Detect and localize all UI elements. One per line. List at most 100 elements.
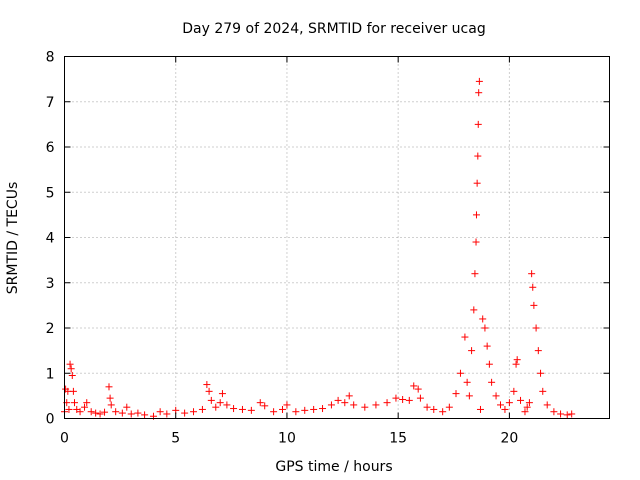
data-point (156, 408, 164, 416)
data-point (550, 408, 558, 416)
x-tick-label: 15 (389, 431, 407, 447)
data-point (190, 408, 198, 416)
data-point (529, 283, 537, 291)
data-point (483, 342, 491, 350)
data-point (105, 383, 113, 391)
data-point (474, 152, 482, 160)
data-point (92, 409, 100, 417)
data-point (238, 405, 246, 413)
data-point (207, 396, 215, 404)
y-tick-label: 8 (46, 50, 55, 66)
data-point (456, 369, 464, 377)
data-point (528, 270, 536, 278)
data-point (476, 405, 484, 413)
data-point (230, 405, 238, 413)
data-point (107, 401, 115, 409)
data-point (461, 333, 469, 341)
data-point (310, 405, 318, 413)
data-point (123, 403, 131, 411)
data-point (474, 120, 482, 128)
data-point (472, 238, 480, 246)
data-point (112, 408, 120, 416)
y-tick-label: 5 (46, 185, 55, 201)
data-points (61, 77, 576, 420)
y-tick-label: 7 (46, 95, 55, 111)
data-point (543, 401, 551, 409)
data-point (416, 394, 424, 402)
data-point (470, 306, 478, 314)
data-point (475, 77, 483, 85)
data-point (327, 401, 335, 409)
data-point (479, 315, 487, 323)
data-point (510, 387, 518, 395)
y-axis-label: SRMTID / TECUs (5, 182, 21, 295)
y-tick-label: 4 (46, 231, 55, 247)
data-point (87, 408, 95, 416)
y-tick-label: 2 (46, 321, 55, 337)
axis-ticks: 0 5 10 15 20 0 1 2 3 4 5 6 7 8 (46, 50, 610, 447)
data-point (83, 399, 91, 407)
data-point (292, 408, 300, 416)
data-point (106, 394, 114, 402)
data-point (127, 410, 135, 418)
data-point (492, 392, 500, 400)
data-point (76, 408, 84, 416)
data-point (537, 369, 545, 377)
data-point (473, 179, 481, 187)
data-point (270, 408, 278, 416)
data-point (283, 401, 291, 409)
data-point (523, 403, 531, 411)
data-point (505, 399, 513, 407)
data-point (501, 405, 509, 413)
y-tick-label: 1 (46, 366, 55, 382)
data-point (525, 399, 533, 407)
data-point (414, 385, 422, 393)
x-tick-label: 5 (171, 431, 180, 447)
data-point (101, 408, 109, 416)
data-point (341, 399, 349, 407)
data-point (71, 399, 79, 407)
data-point (181, 409, 189, 417)
data-point (475, 89, 483, 97)
data-point (568, 410, 576, 418)
data-point (141, 411, 149, 419)
data-point (203, 381, 211, 389)
data-point (517, 396, 525, 404)
data-point (463, 378, 471, 386)
data-point (218, 390, 226, 398)
data-point (247, 406, 255, 414)
data-point (465, 392, 473, 400)
data-point (471, 270, 479, 278)
data-point (361, 403, 369, 411)
y-tick-label: 6 (46, 140, 55, 156)
data-point (445, 403, 453, 411)
data-point (410, 382, 418, 390)
data-point (65, 405, 73, 413)
data-point (69, 387, 77, 395)
data-point (452, 390, 460, 398)
chart-title: Day 279 of 2024, SRMTID for receiver uca… (182, 21, 485, 37)
data-point (134, 409, 142, 417)
data-point (216, 399, 224, 407)
data-point (423, 403, 431, 411)
data-point (497, 401, 504, 409)
grid (64, 56, 610, 419)
data-point (223, 401, 231, 409)
data-point (530, 301, 538, 309)
x-axis-label: GPS time / hours (275, 459, 392, 475)
data-point (439, 408, 447, 416)
data-point (399, 395, 407, 403)
data-point (350, 401, 358, 409)
data-point (96, 410, 104, 418)
data-point (205, 387, 213, 395)
data-point (301, 406, 309, 414)
data-point (212, 403, 220, 411)
data-point (163, 410, 171, 418)
data-point (319, 405, 327, 413)
x-tick-label: 0 (60, 431, 69, 447)
y-tick-label: 3 (46, 276, 55, 292)
data-point (557, 410, 565, 418)
data-point (521, 408, 529, 416)
data-point (534, 347, 542, 355)
